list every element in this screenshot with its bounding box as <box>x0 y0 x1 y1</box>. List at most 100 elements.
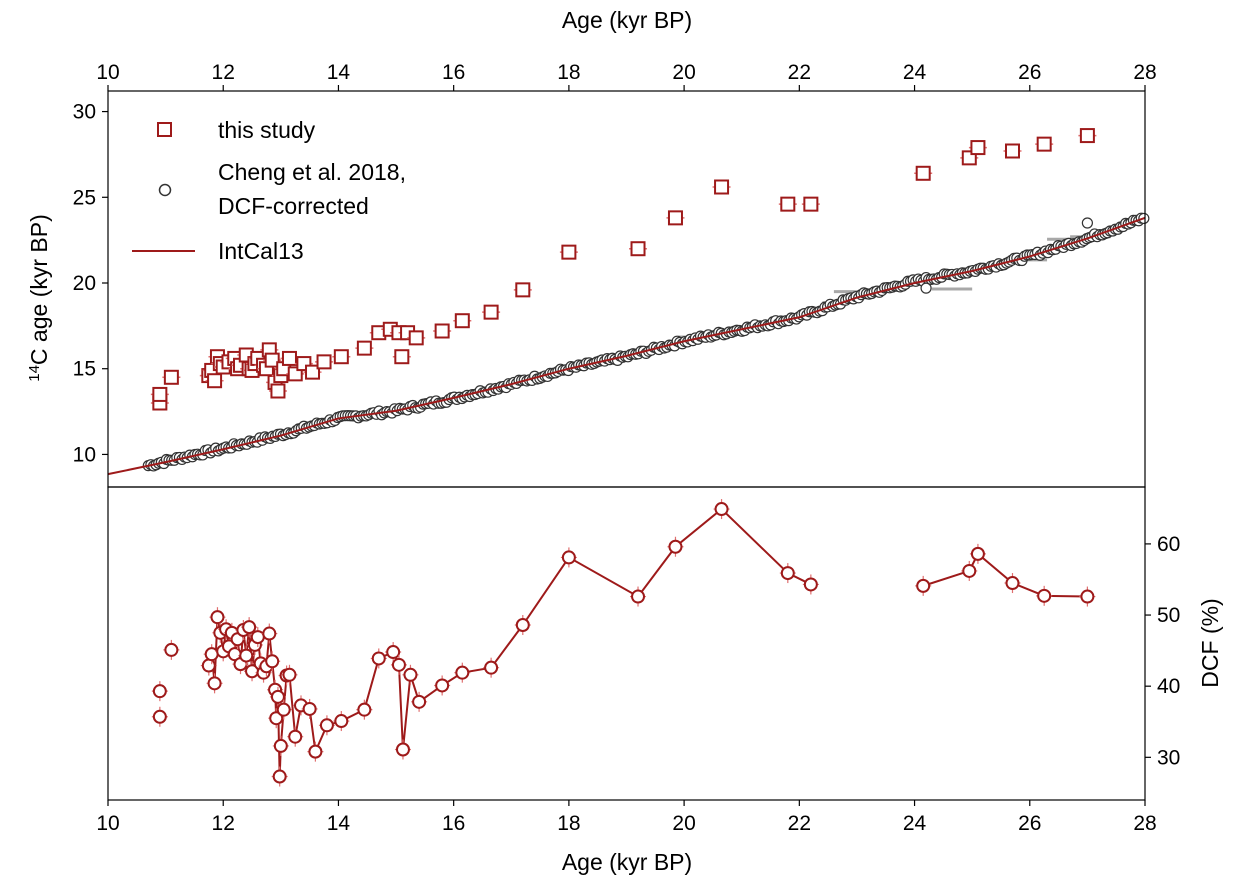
this-study-point <box>152 386 168 402</box>
this-study-point <box>1036 136 1052 152</box>
dcf-point <box>970 546 985 561</box>
dcf-point <box>780 566 795 581</box>
x-top-tick-label: 26 <box>1018 61 1041 84</box>
this-study-point <box>394 349 410 365</box>
dcf-point <box>152 684 167 699</box>
dcf-line <box>922 552 1088 598</box>
this-study-point <box>305 364 321 380</box>
x-top-tick-label: 28 <box>1133 61 1156 84</box>
dcf-point <box>242 620 257 635</box>
dcf-point <box>484 660 499 675</box>
x-top-tick-label: 20 <box>672 61 695 84</box>
dcf-point <box>357 702 372 717</box>
dcf-point <box>276 702 291 717</box>
legend-label-cheng-line1: Cheng et al. 2018, <box>218 159 406 185</box>
y-top-tick-label: 20 <box>73 272 96 295</box>
top-panel: 10 12 14 16 18 20 22 24 26 28 10 15 20 25 30 <box>73 61 1157 488</box>
this-study-point <box>207 373 223 389</box>
dcf-point <box>1037 588 1052 603</box>
dcf-point <box>561 550 576 565</box>
dcf-point <box>962 563 977 578</box>
x-top-tick-label: 12 <box>212 61 235 84</box>
dcf-point <box>210 610 225 625</box>
this-study-point <box>281 350 297 366</box>
this-study-point <box>803 196 819 212</box>
this-study-point <box>356 340 372 356</box>
y-top-tick-label: 30 <box>73 101 96 124</box>
x-bottom-tick-label: 20 <box>672 812 695 835</box>
x-bottom-tick-label: 24 <box>903 812 927 835</box>
y-bottom-tick-label: 50 <box>1157 604 1180 627</box>
x-top-tick-label: 14 <box>327 61 351 84</box>
dcf-point <box>250 630 265 645</box>
dcf-point <box>668 539 683 554</box>
this-study-point <box>1004 143 1020 159</box>
cheng-point <box>920 282 932 294</box>
dcf-point <box>386 645 401 660</box>
this-study-point <box>408 330 424 346</box>
dcf-point <box>201 658 216 673</box>
y-axis-title-superscript: 14 <box>26 365 43 382</box>
x-top-tick-label: 22 <box>788 61 811 84</box>
dcf-point <box>455 665 470 680</box>
dcf-point <box>1005 576 1020 591</box>
this-study-point <box>561 244 577 260</box>
dcf-point <box>334 714 349 729</box>
y-axis-title-bottom: DCF (%) <box>1197 598 1223 687</box>
top-panel-frame <box>107 90 1146 488</box>
y-axis-title-main: C age (kyr BP) <box>26 214 52 365</box>
dcf-point <box>164 642 179 657</box>
dcf-point <box>435 678 450 693</box>
y-top-tick-label: 15 <box>73 358 96 381</box>
y-bottom-tick-label: 40 <box>1157 675 1180 698</box>
y-axis-title-top: 14C age (kyr BP) <box>26 214 52 382</box>
x-axis-bottom-title: Age (kyr BP) <box>562 849 692 875</box>
intcal13-line <box>107 216 1146 476</box>
this-study-point <box>316 354 332 370</box>
dcf-point <box>1080 589 1095 604</box>
this-study-point <box>454 313 470 329</box>
this-study-point <box>630 241 646 257</box>
dcf-point <box>371 651 386 666</box>
x-top-tick-label: 16 <box>442 61 465 84</box>
dcf-point <box>916 578 931 593</box>
x-top-tick-label: 24 <box>903 61 927 84</box>
this-study-point <box>483 304 499 320</box>
bottom-panel: 10 12 14 16 18 20 22 24 26 28 30 40 50 60 <box>96 486 1180 835</box>
dcf-point <box>308 744 323 759</box>
this-study-point <box>915 165 931 181</box>
dcf-point <box>239 648 254 663</box>
dcf-point <box>282 667 297 682</box>
dcf-point <box>207 676 222 691</box>
dcf-point <box>714 502 729 517</box>
this-study-point <box>515 282 531 298</box>
this-study-point <box>667 210 683 226</box>
y-bottom-tick-label: 30 <box>1157 746 1180 769</box>
x-top-tick-label: 18 <box>557 61 580 84</box>
x-top-tick-label: 10 <box>96 61 119 84</box>
dcf-point <box>412 694 427 709</box>
this-study-point <box>264 352 280 368</box>
dcf-point <box>272 769 287 784</box>
dcf-point <box>319 718 334 733</box>
dcf-point <box>288 729 303 744</box>
dcf-point <box>152 709 167 724</box>
dcf-point <box>265 654 280 669</box>
this-study-point <box>270 383 286 399</box>
y-bottom-tick-label: 60 <box>1157 533 1180 556</box>
this-study-point <box>780 196 796 212</box>
dcf-point <box>395 742 410 757</box>
x-bottom-tick-label: 28 <box>1133 812 1156 835</box>
dcf-point <box>273 738 288 753</box>
x-bottom-tick-label: 22 <box>788 812 811 835</box>
dcf-point <box>391 657 406 672</box>
this-study-point <box>970 140 986 156</box>
legend: this study Cheng et al. 2018, DCF-correc… <box>132 117 406 264</box>
legend-label-cheng-line2: DCF-corrected <box>218 193 369 219</box>
y-top-tick-label: 10 <box>73 443 96 466</box>
x-axis-top-title: Age (kyr BP) <box>562 7 692 33</box>
dcf-point <box>631 589 646 604</box>
dcf-point <box>515 618 530 633</box>
